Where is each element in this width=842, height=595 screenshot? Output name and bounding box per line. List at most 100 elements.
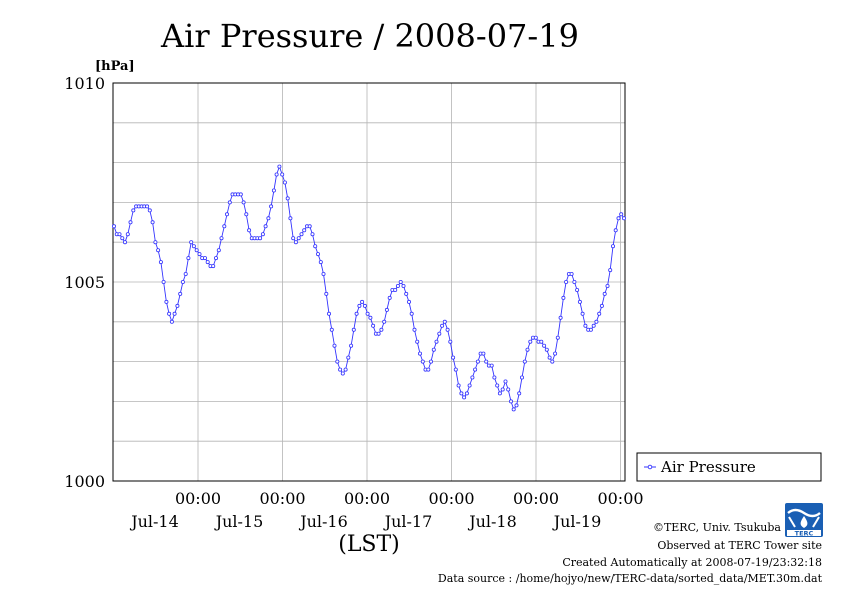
data-point <box>453 367 458 372</box>
data-point <box>528 339 533 344</box>
data-point <box>613 228 618 233</box>
data-point <box>588 327 593 332</box>
data-point <box>156 248 161 253</box>
data-point <box>282 180 287 185</box>
y-tick-label: 1005 <box>64 273 105 292</box>
data-point <box>376 331 381 336</box>
data-point <box>351 327 356 332</box>
chart-title: Air Pressure / 2008-07-19 <box>160 17 579 55</box>
data-point <box>608 268 613 273</box>
data-point <box>398 279 403 284</box>
data-point <box>269 204 274 209</box>
data-point <box>445 327 450 332</box>
data-point <box>260 232 265 237</box>
data-point <box>594 319 599 324</box>
data-point <box>153 240 158 245</box>
data-point <box>222 224 227 229</box>
data-point <box>332 343 337 348</box>
data-point <box>616 216 621 221</box>
data-point <box>213 256 218 261</box>
terc-logo: TERC <box>785 503 823 538</box>
data-point <box>569 271 574 276</box>
data-point <box>539 339 544 344</box>
data-point <box>280 172 285 177</box>
data-point <box>180 279 185 284</box>
data-point <box>459 391 464 396</box>
data-point <box>572 279 577 284</box>
data-point <box>401 283 406 288</box>
credit-observed: Observed at TERC Tower site <box>657 539 822 552</box>
legend: Air Pressure <box>636 452 822 482</box>
data-point <box>197 252 202 257</box>
data-point <box>547 355 552 360</box>
data-point <box>343 367 348 372</box>
data-point <box>247 228 252 233</box>
data-point <box>293 240 298 245</box>
data-point <box>315 252 320 257</box>
data-point <box>591 323 596 328</box>
data-point <box>550 359 555 364</box>
data-point <box>622 216 627 221</box>
data-point <box>183 271 188 276</box>
data-point <box>602 291 607 296</box>
data-point <box>437 331 442 336</box>
data-point <box>263 224 268 229</box>
data-point <box>473 367 478 372</box>
data-point <box>227 200 232 205</box>
data-point <box>387 295 392 300</box>
data-point <box>224 212 229 217</box>
data-point <box>145 204 150 209</box>
data-point <box>409 311 414 316</box>
x-tick-time-label: 00:00 <box>175 489 221 508</box>
data-point <box>520 375 525 380</box>
data-point <box>542 343 547 348</box>
data-point <box>191 244 196 249</box>
data-point <box>205 260 210 265</box>
data-point <box>112 224 117 229</box>
x-axis-label: (LST) <box>338 532 400 557</box>
data-point <box>442 319 447 324</box>
data-point <box>448 339 453 344</box>
data-point <box>158 260 163 265</box>
x-tick-date-label: Jul-19 <box>552 512 602 531</box>
data-point <box>362 303 367 308</box>
data-point <box>169 319 174 324</box>
data-point <box>384 307 389 312</box>
data-point <box>440 323 445 328</box>
data-point <box>481 351 486 356</box>
data-point <box>417 351 422 356</box>
data-point <box>497 391 502 396</box>
data-point <box>338 367 343 372</box>
data-point <box>360 299 365 304</box>
series-air-pressure <box>112 164 627 412</box>
legend-marker <box>647 464 653 470</box>
data-point <box>467 383 472 388</box>
data-point <box>258 236 263 241</box>
data-point <box>434 339 439 344</box>
data-point <box>406 299 411 304</box>
data-point <box>324 291 329 296</box>
x-tick-date-label: Jul-17 <box>383 512 433 531</box>
data-point <box>335 359 340 364</box>
x-tick-time-label: 00:00 <box>259 489 305 508</box>
data-point <box>564 279 569 284</box>
data-point <box>506 387 511 392</box>
data-point <box>511 407 516 412</box>
data-point <box>296 236 301 241</box>
x-tick-date-label: Jul-18 <box>467 512 517 531</box>
data-point <box>238 192 243 197</box>
data-point <box>395 283 400 288</box>
x-axis-ticks: 00:00 Jul-14 00:00 Jul-15 00:00 Jul-16 00:00 Ju… <box>129 489 643 531</box>
data-point <box>517 391 522 396</box>
data-point <box>500 387 505 392</box>
data-point <box>244 212 249 217</box>
data-point <box>533 335 538 340</box>
data-point <box>583 323 588 328</box>
data-point <box>371 323 376 328</box>
data-point <box>611 244 616 249</box>
data-point <box>186 256 191 261</box>
data-point <box>285 196 290 201</box>
data-point <box>503 379 508 384</box>
data-point <box>464 391 469 396</box>
data-point <box>175 303 180 308</box>
